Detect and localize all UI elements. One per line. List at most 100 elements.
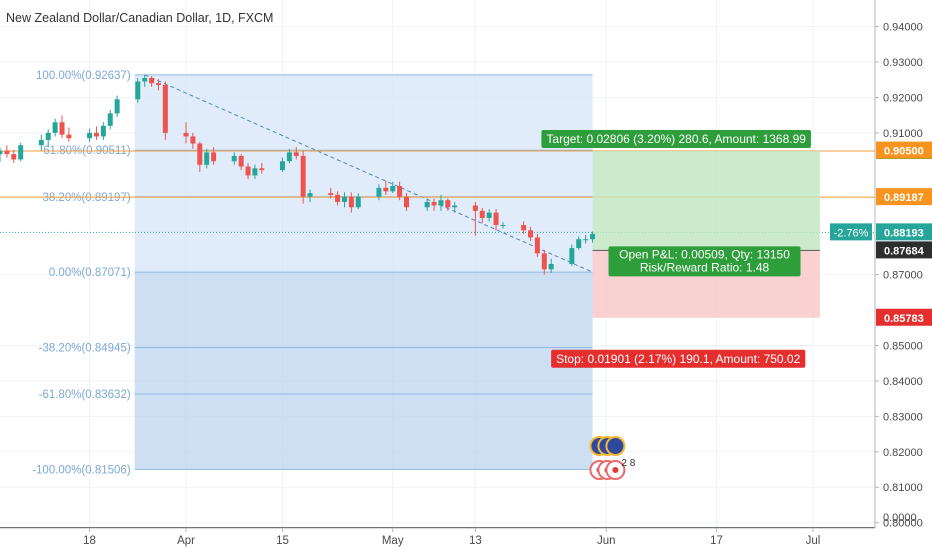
candle-body [293, 152, 299, 156]
candle-body [93, 132, 99, 137]
candle-body [190, 136, 196, 144]
y-tick-label: 0.93000 [883, 57, 923, 69]
candle [286, 148, 292, 164]
candle-body [445, 200, 451, 208]
long-position-tool[interactable] [592, 150, 820, 318]
candle-body [300, 155, 306, 197]
candle-body [472, 205, 478, 211]
candle [190, 132, 196, 149]
profit-zone[interactable] [592, 150, 820, 251]
candle-body [245, 166, 251, 176]
candle-body [279, 161, 285, 171]
candle-body [493, 212, 499, 226]
x-tick-label: Jun [597, 535, 616, 547]
price-tag [876, 241, 932, 259]
candle-body [114, 99, 120, 114]
candle [341, 192, 347, 208]
candle [11, 149, 17, 164]
candle [403, 193, 409, 211]
fib-level-label: 38.20%(0.89197) [42, 192, 130, 204]
y-tick-label: 0.83000 [883, 411, 923, 423]
candle [493, 209, 499, 231]
price-change-badge [830, 223, 872, 241]
candle [569, 244, 575, 266]
candle [307, 189, 313, 202]
candle-body [397, 186, 403, 197]
candle-body [100, 125, 106, 137]
candle [431, 198, 437, 211]
candle [486, 209, 492, 222]
chart-title: New Zealand Dollar/Canadian Dollar, 1D, … [6, 11, 273, 25]
candle [87, 128, 93, 142]
candle-body [403, 196, 409, 208]
x-tick-label: 15 [276, 535, 289, 547]
x-tick-label: 13 [469, 535, 482, 547]
price-change-label: -2.76% [834, 227, 869, 239]
candle [534, 233, 540, 257]
candle [142, 74, 148, 87]
candle-body [231, 155, 237, 162]
y-tick-label-bottom: 0.0000 [883, 512, 917, 524]
y-tick-label: 0.84000 [883, 376, 923, 388]
fib-level-label: 0.00%(0.87071) [49, 267, 131, 279]
fib-level-label: -100.00%(0.81506) [32, 464, 131, 476]
fib-trend-line[interactable] [144, 74, 593, 273]
candle-body [528, 230, 534, 238]
candle [162, 81, 168, 140]
candle [52, 118, 58, 137]
candle-body [4, 150, 10, 155]
candle-body [569, 248, 575, 264]
y-tick-label: 0.80000 [883, 518, 923, 530]
candle-body [286, 152, 292, 162]
fib-retracement[interactable]: 100.00%(0.92637)61.80%(0.90511)38.20%(0.… [32, 70, 593, 476]
candle-body [583, 239, 589, 241]
candle-body [376, 187, 382, 197]
candle [259, 163, 265, 174]
candle-body [424, 201, 430, 208]
current-price-label: 0.88193 [884, 227, 924, 239]
candle-body [431, 201, 437, 206]
candle-body [18, 145, 24, 160]
candle-body [238, 155, 244, 167]
event-badge[interactable]: 2 8 [589, 436, 636, 480]
candle-body [534, 237, 540, 254]
candle-body [590, 233, 596, 240]
candle [45, 129, 51, 148]
pnl-text-line1: Open P&L: 0.00509, Qty: 13150 [619, 247, 790, 261]
price-tag [876, 308, 932, 326]
candle-body [500, 225, 506, 227]
candle-body [183, 132, 189, 137]
candle [590, 231, 596, 243]
y-tick-label: 0.85000 [883, 341, 923, 353]
candle-body [149, 77, 155, 84]
candle [328, 187, 334, 199]
candle-body [576, 239, 582, 249]
candle [479, 208, 485, 224]
pnl-box [608, 246, 801, 277]
price-tag-label: 0.87684 [884, 245, 925, 257]
candle [155, 79, 161, 91]
price-tag-label: 0.90500 [884, 146, 924, 158]
candle-body [66, 134, 72, 139]
candle [66, 127, 72, 142]
candle-body [541, 253, 547, 270]
candle [376, 184, 382, 201]
current-price-tag [876, 223, 932, 241]
event-flag-dot-icon [612, 467, 619, 473]
target-label [541, 129, 811, 148]
y-tick-label: 0.92000 [883, 92, 923, 104]
candle [279, 157, 285, 172]
price-tag-label: 0.85783 [884, 313, 924, 325]
x-tick-label: 18 [83, 535, 96, 547]
candle [59, 115, 65, 139]
event-flag-icon[interactable] [605, 436, 626, 456]
y-tick-label: 0.91000 [883, 128, 923, 140]
candle [397, 181, 403, 201]
candle-body [87, 132, 93, 139]
candle [238, 154, 244, 171]
y-tick-label: 0.87000 [883, 270, 923, 282]
candle-body [0, 150, 3, 155]
